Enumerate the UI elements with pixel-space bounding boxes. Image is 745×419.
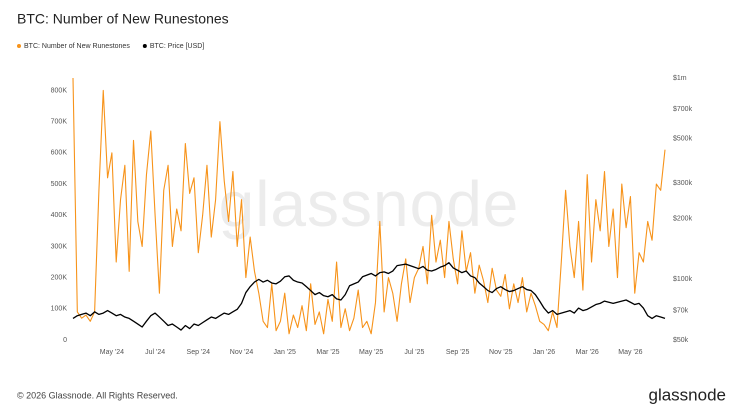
y-tick-label: 300K	[51, 243, 68, 250]
y-tick-label: 400K	[51, 212, 68, 219]
y-tick-label: 700K	[51, 119, 68, 126]
legend: BTC: Number of New Runestones BTC: Price …	[17, 43, 204, 50]
x-tick-label: Nov '25	[489, 349, 513, 356]
x-tick-label: May '25	[359, 349, 383, 356]
legend-label: BTC: Number of New Runestones	[24, 43, 130, 50]
x-tick-label: Mar '26	[576, 349, 599, 356]
series-line	[72, 262, 666, 331]
x-tick-label: May '26	[618, 349, 642, 356]
y2-tick-label: $500k	[673, 135, 693, 142]
y-tick-label: 800K	[51, 87, 68, 94]
y2-tick-label: $200k	[673, 216, 693, 223]
y-tick-label: 500K	[51, 181, 68, 188]
legend-marker	[17, 44, 21, 48]
y2-tick-label: $50k	[673, 337, 689, 344]
x-tick-label: May '24	[100, 349, 124, 356]
y2-tick-label: $700k	[673, 106, 693, 113]
brand-logo: glassnode	[648, 385, 726, 404]
y-tick-label: 200K	[51, 274, 68, 281]
y-tick-label: 0	[63, 337, 67, 344]
y-tick-label: 600K	[51, 150, 68, 157]
x-tick-label: Sep '25	[446, 349, 470, 356]
x-tick-label: Sep '24	[187, 349, 211, 356]
legend-label: BTC: Price [USD]	[150, 43, 205, 50]
x-tick-label: Jan '25	[274, 349, 296, 356]
copyright: © 2026 Glassnode. All Rights Reserved.	[17, 390, 178, 400]
legend-marker	[142, 44, 147, 48]
x-tick-label: Jul '25	[404, 349, 424, 356]
x-tick-label: Mar '25	[316, 349, 339, 356]
y2-tick-label: $300k	[673, 180, 693, 187]
y2-tick-label: $70k	[673, 307, 689, 314]
y2-tick-label: $1m	[673, 75, 687, 82]
chart-title: BTC: Number of New Runestones	[17, 11, 229, 27]
plot-area: 0 100K 200K 300K 400K 500K 600K 700K 800K $50k $70…	[51, 75, 693, 356]
x-tick-label: Nov '24	[230, 349, 254, 356]
x-tick-label: Jan '26	[533, 349, 555, 356]
y-tick-label: 100K	[51, 306, 68, 313]
watermark: glassnode	[219, 168, 520, 240]
y2-tick-label: $100k	[673, 276, 693, 283]
x-tick-label: Jul '24	[145, 349, 165, 356]
series-line	[72, 77, 666, 335]
